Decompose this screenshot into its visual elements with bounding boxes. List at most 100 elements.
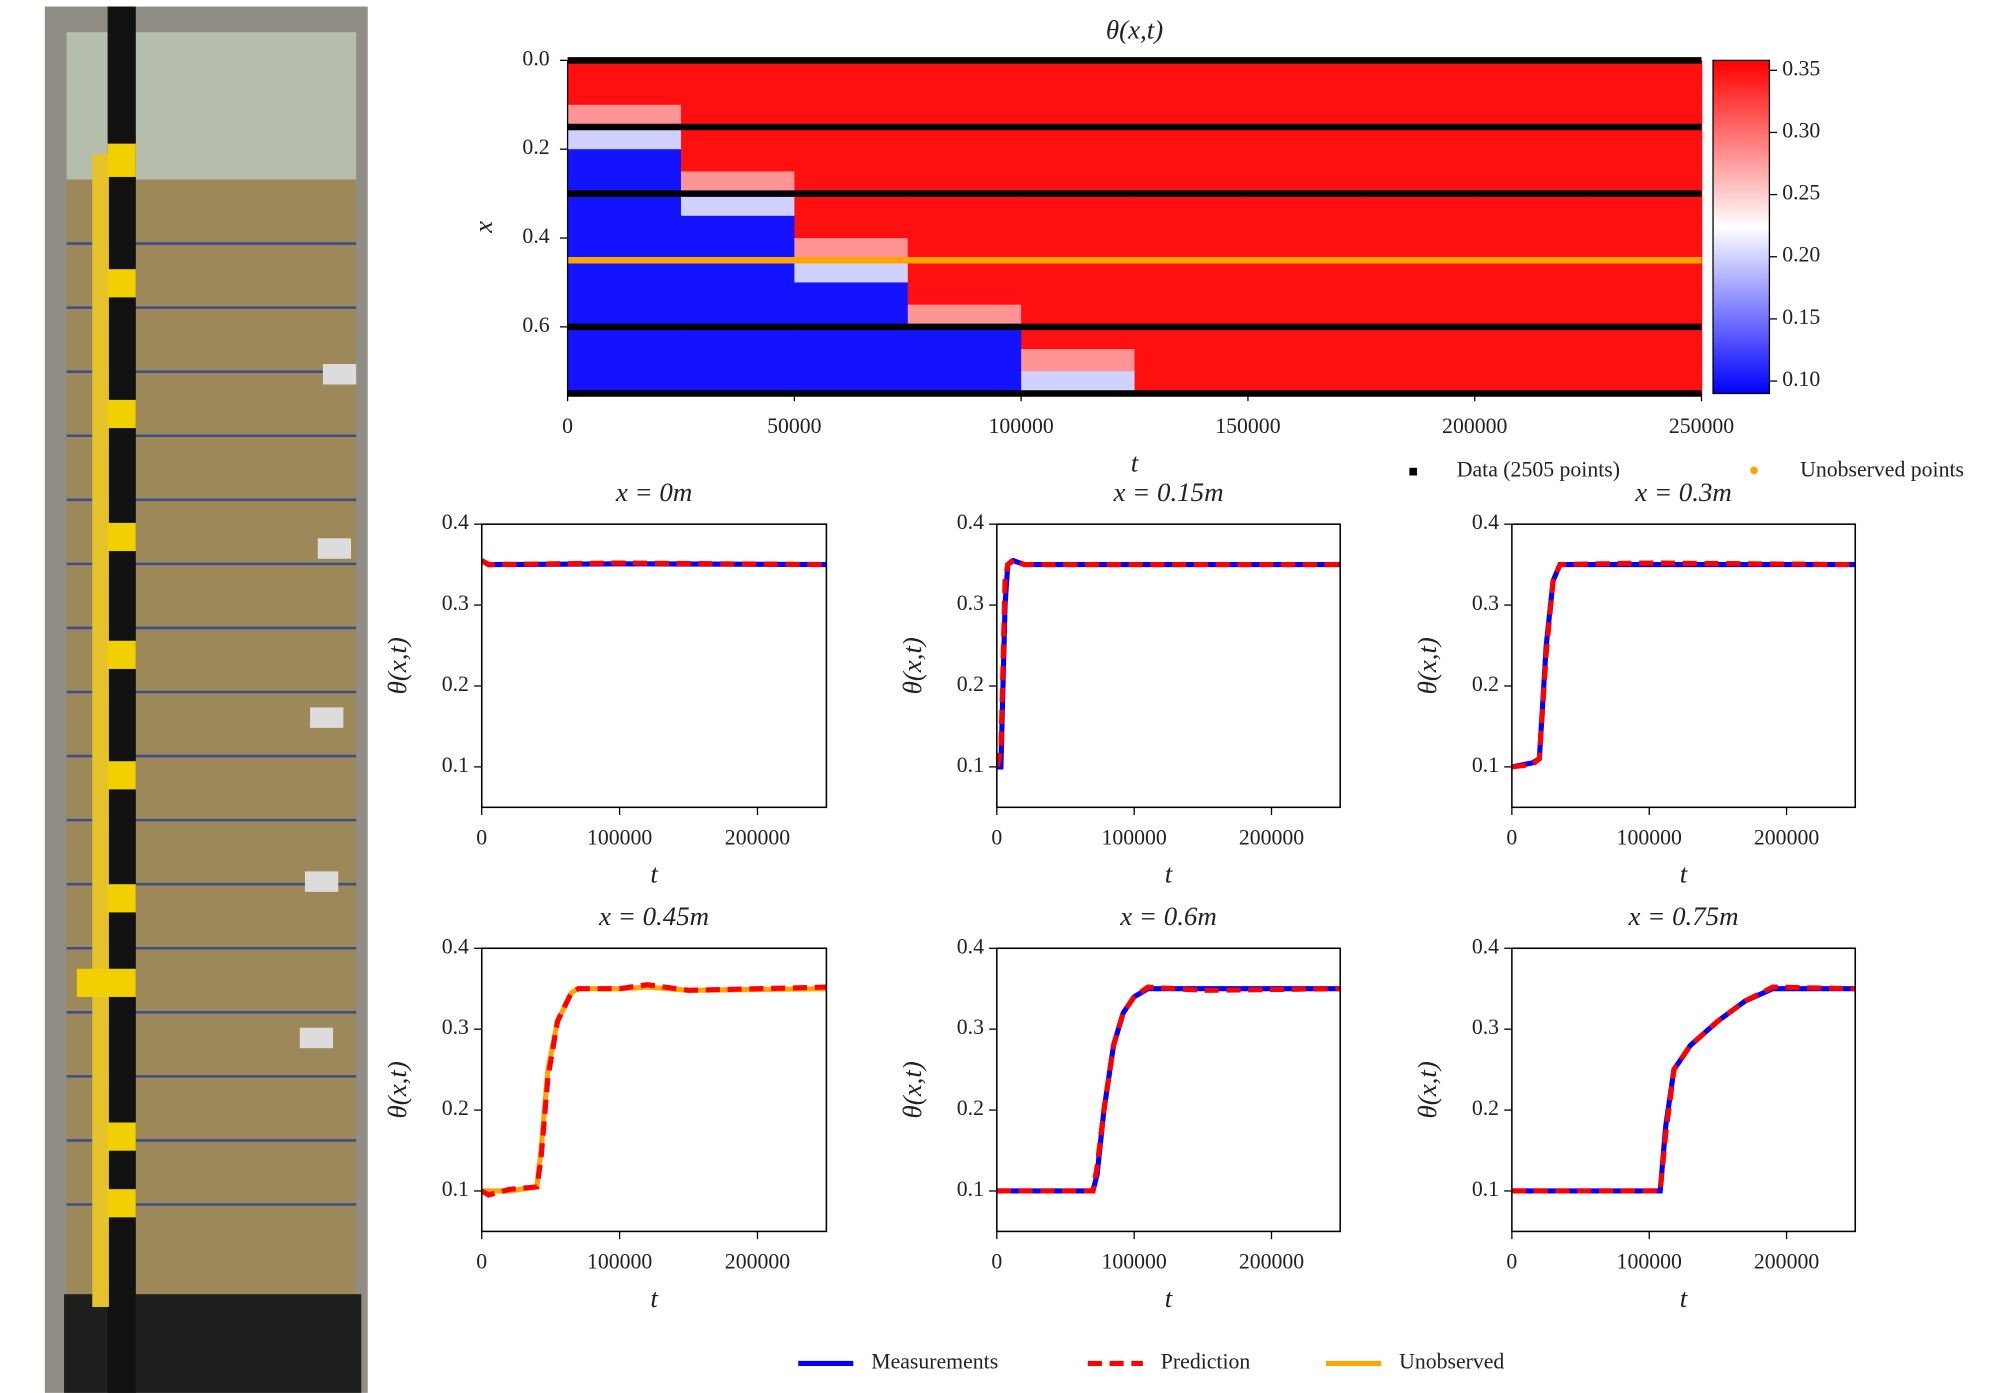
y-axis-label: θ(x,t) (1412, 637, 1442, 694)
chart-title: x = 0.45m (598, 901, 709, 931)
heatmap-cell (1134, 60, 1249, 84)
figure-legend: Measurements Prediction Unobserved (798, 1349, 1504, 1373)
heatmap-cell (1021, 238, 1136, 262)
legend-label: Unobserved points (1800, 458, 1964, 482)
heatmap-cell (680, 104, 796, 128)
heatmap-cell (1361, 193, 1476, 217)
heatmap-cell (567, 349, 682, 373)
heatmap-cell (1247, 60, 1363, 84)
heatmap-cell (907, 171, 1022, 195)
heatmap-cell (1247, 215, 1363, 239)
x-tick-label: 200000 (1239, 825, 1304, 849)
heatmap-cell (567, 282, 682, 306)
heatmap-cell (1474, 215, 1589, 239)
heatmap-cell (907, 304, 1022, 328)
x-tick-label: 100000 (587, 825, 652, 849)
heatmap-cell (1474, 193, 1589, 217)
heatmap-cell (1588, 149, 1703, 173)
heatmap-cell (1247, 126, 1363, 150)
heatmap-cell (794, 193, 909, 217)
heatmap-cell (907, 260, 1022, 284)
heatmap-cell (907, 126, 1022, 150)
heatmap-cell (1361, 326, 1476, 350)
heatmap-cell (1588, 304, 1703, 328)
heatmap-cell (1361, 304, 1476, 328)
heatmap-cell (1021, 371, 1136, 395)
heatmap-cell (1247, 304, 1363, 328)
heatmap-cell (1021, 126, 1136, 150)
chart-title: x = 0.75m (1628, 901, 1739, 931)
heatmap-cell (1134, 260, 1249, 284)
x-axis-label: t (650, 859, 659, 889)
heatmap-cell (1474, 304, 1589, 328)
chart-title: x = 0.3m (1634, 477, 1732, 507)
heatmap-cell (1021, 215, 1136, 239)
y-tick-label: 0.4 (957, 934, 984, 958)
y-tick-label: 0.3 (1472, 591, 1499, 615)
heatmap-cell (1588, 282, 1703, 306)
heatmap-cell (567, 104, 682, 128)
y-tick-label: 0.3 (1472, 1015, 1499, 1039)
y-tick-label: 0.4 (442, 934, 469, 958)
heatmap-cell (1134, 282, 1249, 306)
heatmap-cell (907, 193, 1022, 217)
y-tick-label: 0.1 (442, 1177, 469, 1201)
x-tick-label: 0 (476, 1249, 487, 1273)
heatmap-cell (680, 371, 796, 395)
legend-label: Data (2505 points) (1457, 458, 1620, 482)
series-line (1511, 562, 1856, 770)
heatmap-cell (680, 60, 796, 84)
heatmap-cell (680, 82, 796, 106)
heatmap-cell (567, 126, 682, 150)
y-tick-label: 0.4 (442, 510, 469, 534)
x-tick-label: 100000 (989, 414, 1054, 438)
y-tick-label: 0.2 (1472, 672, 1499, 696)
heatmap-cell (1134, 326, 1249, 350)
series-line (1511, 986, 1856, 1194)
heatmap-cell (1134, 371, 1249, 395)
x-axis-label: t (1165, 859, 1174, 889)
y-tick-label: 0.3 (442, 1015, 469, 1039)
heatmap-cell (1361, 171, 1476, 195)
heatmap-cell (794, 326, 909, 350)
legend-marker (1750, 466, 1758, 475)
heatmap-cell (1247, 260, 1363, 284)
heatmap-cell (907, 60, 1022, 84)
heatmap-cell (567, 60, 682, 84)
heatmap-cell (1474, 238, 1589, 262)
heatmap-cell (680, 215, 796, 239)
heatmap-cell (907, 104, 1022, 128)
x-tick-label: 200000 (1754, 825, 1819, 849)
heatmap-cell (794, 82, 909, 106)
heatmap-cell (907, 82, 1022, 106)
y-tick-label: 0.3 (442, 591, 469, 615)
heatmap-cell (1361, 260, 1476, 284)
x-tick-label: 250000 (1669, 414, 1734, 438)
heatmap-cell (1021, 171, 1136, 195)
plot-frame (480, 947, 828, 1233)
heatmap-cell (1021, 282, 1136, 306)
heatmap-cell (1134, 171, 1249, 195)
heatmap-cell (567, 215, 682, 239)
heatmap-cell (1474, 326, 1589, 350)
plot-frame (1511, 523, 1857, 809)
column-photo (44, 6, 368, 1393)
plot-frame (480, 523, 828, 809)
heatmap-cell (1021, 326, 1136, 350)
heatmap-cell (907, 349, 1022, 373)
heatmap-cell (1021, 60, 1136, 84)
x-tick-label: 200000 (725, 825, 790, 849)
y-tick-label: 0.2 (442, 1096, 469, 1120)
heatmap-cell (1134, 82, 1249, 106)
legend-label: Unobserved (1399, 1349, 1504, 1373)
y-tick-label: 0.6 (522, 313, 549, 337)
colorbar-tick-label: 0.30 (1782, 118, 1820, 142)
heatmap-cell (794, 371, 909, 395)
heatmap-cell (1021, 260, 1136, 284)
heatmap-cell (1361, 349, 1476, 373)
x-axis-label: t (1680, 1283, 1689, 1313)
heatmap-cell (1247, 82, 1363, 106)
heatmap-cell (1247, 349, 1363, 373)
heatmap-cell (1021, 82, 1136, 106)
heatmap-cell (1361, 60, 1476, 84)
